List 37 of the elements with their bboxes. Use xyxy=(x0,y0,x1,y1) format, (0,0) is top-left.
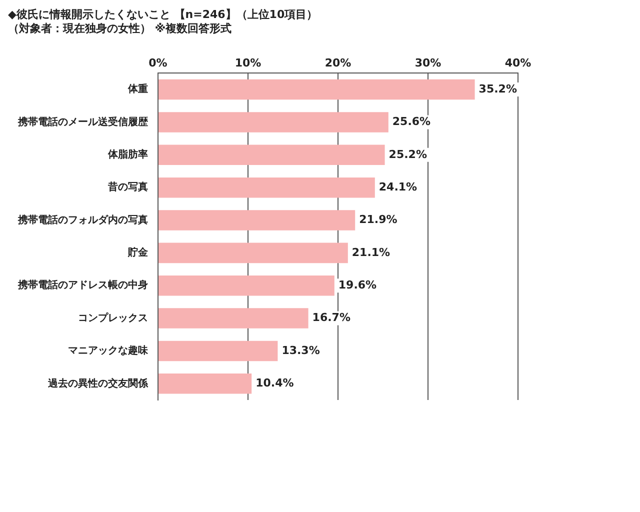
x-tick-label: 10% xyxy=(234,56,262,70)
y-tick-label: マニアックな趣味 xyxy=(68,344,149,357)
y-tick-label: 貯金 xyxy=(127,246,149,259)
bar xyxy=(158,242,348,264)
chart-subtitle: （対象者：現在独身の女性） ※複数回答形式 xyxy=(8,22,233,36)
data-label: 13.3% xyxy=(282,344,320,357)
data-label: 19.6% xyxy=(338,278,377,292)
bar xyxy=(158,275,334,296)
y-tick-label: 携帯電話のフォルダ内の写真 xyxy=(17,214,148,226)
y-tick-label: 体重 xyxy=(127,83,148,96)
x-tick-label: 20% xyxy=(324,56,352,70)
x-tick-label: 30% xyxy=(414,56,442,70)
bar xyxy=(158,374,252,394)
y-tick-label: 携帯電話のメール送受信履歴 xyxy=(17,116,149,128)
data-label: 21.1% xyxy=(352,246,390,259)
x-tick-label: 0% xyxy=(148,56,168,70)
bar xyxy=(158,144,385,166)
data-label: 10.4% xyxy=(256,376,294,390)
y-tick-label: コンプレックス xyxy=(78,312,148,324)
bar xyxy=(158,177,375,198)
y-tick-label: 過去の異性の交友関係 xyxy=(47,377,149,390)
bar xyxy=(158,308,308,328)
bar xyxy=(158,112,388,132)
x-tick-label: 40% xyxy=(504,56,532,70)
bar xyxy=(158,210,356,230)
data-label: 16.7% xyxy=(312,311,350,324)
chart-title: ◆彼氏に情報開示したくないこと 【n=246】（上位10項目） xyxy=(8,8,319,22)
y-tick-label: 体脂肪率 xyxy=(107,148,148,160)
data-label: 21.9% xyxy=(359,213,398,226)
data-label: 25.6% xyxy=(392,115,431,128)
y-tick-label: 携帯電話のアドレス帳の中身 xyxy=(17,279,148,292)
y-tick-label: 昔の写真 xyxy=(107,181,148,194)
data-label: 25.2% xyxy=(388,148,427,161)
bar xyxy=(158,79,475,100)
bar xyxy=(158,340,278,362)
data-label: 24.1% xyxy=(378,180,418,194)
data-label: 35.2% xyxy=(478,82,517,96)
